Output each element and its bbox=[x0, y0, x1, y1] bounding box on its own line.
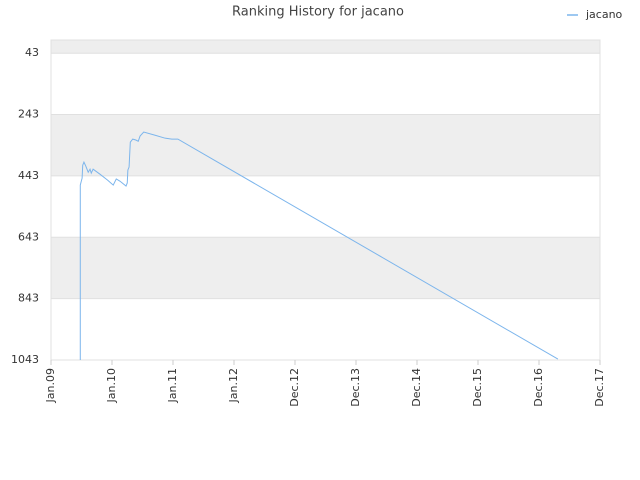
y-tick-label: 43 bbox=[25, 46, 39, 59]
plot-band bbox=[51, 298, 600, 360]
chart-title: Ranking History for jacano bbox=[232, 5, 404, 20]
x-tick-label: Jan.12 bbox=[227, 368, 240, 403]
plot-band bbox=[51, 40, 600, 54]
y-tick-label: 843 bbox=[18, 292, 39, 305]
plot-band bbox=[51, 237, 600, 299]
y-tick-label: 243 bbox=[18, 108, 39, 121]
plot-band bbox=[51, 53, 600, 115]
plot-band bbox=[51, 175, 600, 238]
x-tick-label: Dec.15 bbox=[471, 368, 484, 407]
x-tick-label: Dec.16 bbox=[532, 368, 545, 407]
x-tick-label: Jan.09 bbox=[44, 368, 57, 403]
x-tick-label: Dec.12 bbox=[288, 368, 301, 407]
legend-label: jacano bbox=[585, 8, 623, 21]
y-tick-label: 443 bbox=[18, 169, 39, 182]
x-tick-label: Jan.10 bbox=[105, 368, 118, 403]
plot-band bbox=[51, 114, 600, 176]
x-tick-label: Dec.14 bbox=[410, 368, 423, 407]
x-tick-label: Dec.13 bbox=[349, 368, 362, 407]
data-line bbox=[79, 131, 559, 360]
x-tick-label: Dec.17 bbox=[593, 368, 606, 407]
x-tick-label: Jan.11 bbox=[166, 368, 179, 403]
y-tick-label: 643 bbox=[18, 230, 39, 243]
y-tick-label: 1043 bbox=[11, 353, 39, 366]
